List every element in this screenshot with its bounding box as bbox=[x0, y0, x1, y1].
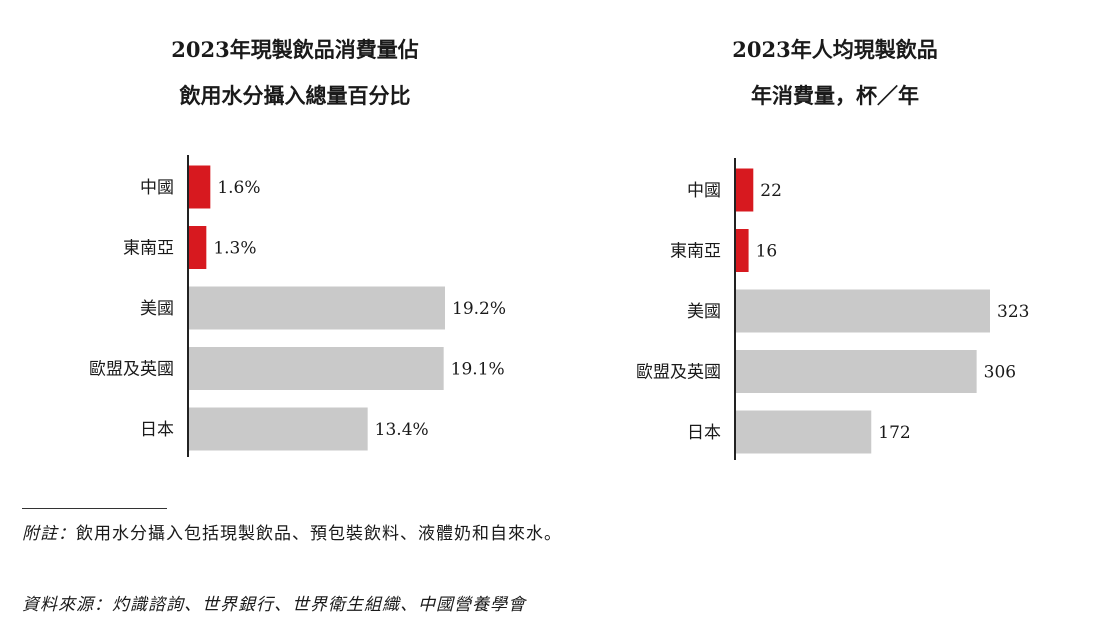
left-chart-value-label-2: 19.2% bbox=[452, 299, 506, 319]
left-chart-bar-0 bbox=[189, 165, 211, 209]
left-chart-bar-2 bbox=[189, 286, 445, 330]
left-chart-value-label-0: 1.6% bbox=[217, 178, 260, 198]
right-chart-title-line2: 年消費量，杯／年 bbox=[751, 83, 919, 108]
right-chart-value-label-3: 306 bbox=[984, 363, 1016, 383]
left-chart-category-label-0: 中國 bbox=[140, 178, 174, 198]
right-chart-value-label-0: 22 bbox=[760, 181, 782, 201]
right-chart-bar-0 bbox=[736, 168, 754, 212]
left-chart-value-label-3: 19.1% bbox=[451, 360, 505, 380]
left-chart-value-label-1: 1.3% bbox=[213, 239, 256, 259]
right-chart-bar-1 bbox=[736, 229, 749, 272]
right-chart-category-label-1: 東南亞 bbox=[670, 242, 721, 262]
right-chart-category-label-3: 歐盟及英國 bbox=[636, 363, 721, 383]
footnote-divider bbox=[22, 508, 167, 509]
left-bar-chart: 中國 1.6% 東南亞 1.3% 美國 19.2% 歐盟及英國 19.1% 日本 13.4% bbox=[89, 155, 506, 457]
left-chart-category-label-2: 美國 bbox=[140, 299, 174, 319]
left-chart-title: 2023年現製飲品消費量佔 飲用水分攝入總量百分比 bbox=[100, 27, 490, 119]
source-text: 資料來源：灼識諮詢、世界銀行、世界衛生組織、中國營養學會 bbox=[22, 595, 526, 615]
left-chart-category-label-4: 日本 bbox=[140, 420, 174, 440]
right-bar-chart: 中國 22 東南亞 16 美國 323 歐盟及英國 306 日本 172 bbox=[636, 158, 1029, 460]
right-chart-category-label-4: 日本 bbox=[687, 423, 721, 443]
right-chart-value-label-2: 323 bbox=[997, 302, 1029, 322]
right-chart-value-label-4: 172 bbox=[878, 423, 910, 443]
footnote-prefix: 附註： bbox=[22, 524, 76, 544]
left-chart-title-line2: 飲用水分攝入總量百分比 bbox=[179, 83, 411, 108]
left-chart-category-label-3: 歐盟及英國 bbox=[89, 360, 174, 380]
left-chart-bar-4 bbox=[189, 407, 368, 451]
footnote-text: 飲用水分攝入包括現製飲品、預包裝飲料、液體奶和自來水。 bbox=[76, 524, 562, 544]
right-chart-category-label-0: 中國 bbox=[687, 181, 721, 201]
right-chart-bar-4 bbox=[736, 410, 872, 454]
source-note: 資料來源：灼識諮詢、世界銀行、世界衛生組織、中國營養學會 bbox=[22, 590, 526, 615]
left-chart-category-label-1: 東南亞 bbox=[123, 239, 174, 259]
right-chart-bar-3 bbox=[736, 350, 977, 393]
left-chart-bar-3 bbox=[189, 347, 444, 390]
footnote: 附註：飲用水分攝入包括現製飲品、預包裝飲料、液體奶和自來水。 bbox=[22, 519, 562, 544]
right-chart-category-label-2: 美國 bbox=[687, 302, 721, 322]
right-chart-title-line1: 2023年人均現製飲品 bbox=[732, 37, 938, 62]
right-chart-value-label-1: 16 bbox=[756, 242, 778, 262]
right-chart-bar-2 bbox=[736, 289, 990, 333]
left-chart-value-label-4: 13.4% bbox=[375, 420, 429, 440]
left-chart-bar-1 bbox=[189, 226, 207, 269]
right-chart-title: 2023年人均現製飲品 年消費量，杯／年 bbox=[640, 27, 1030, 119]
left-chart-title-line1: 2023年現製飲品消費量佔 bbox=[171, 37, 419, 62]
